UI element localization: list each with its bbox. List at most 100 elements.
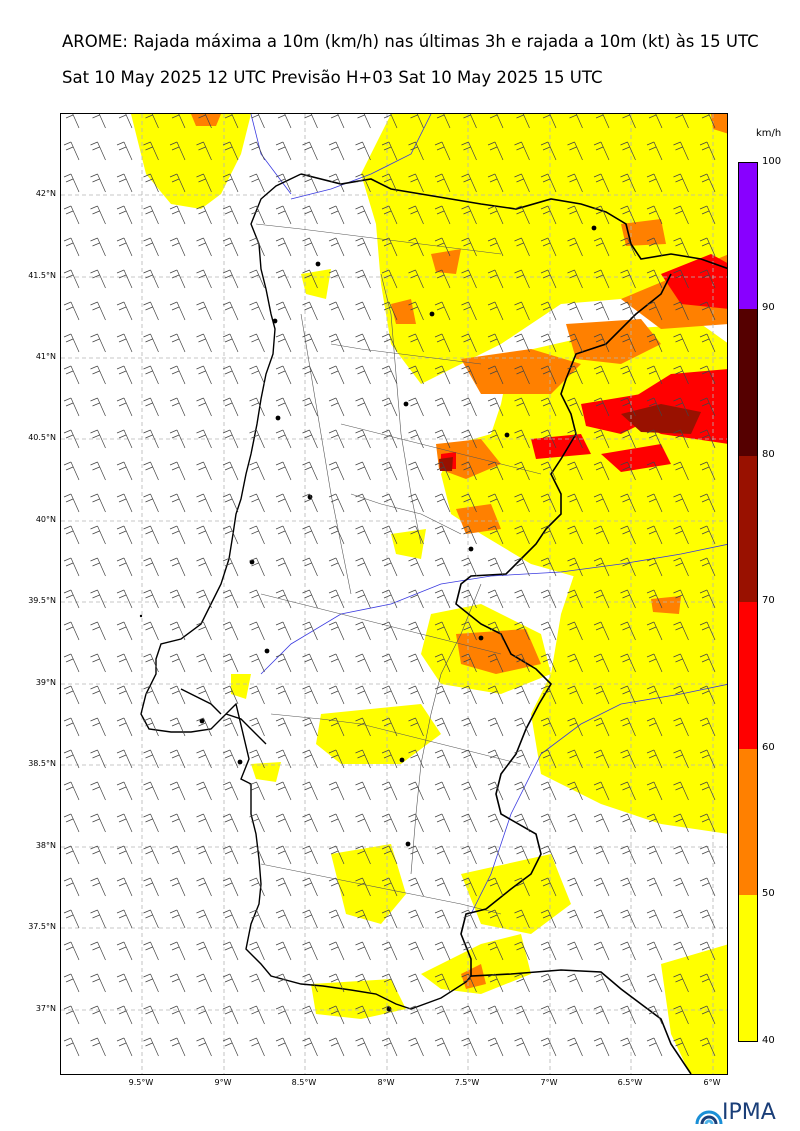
wind-barb xyxy=(116,845,133,865)
wind-barb xyxy=(143,365,159,385)
wind-barb xyxy=(355,781,371,801)
wind-barb xyxy=(514,813,530,833)
wind-barb xyxy=(514,1005,530,1025)
wind-barb xyxy=(593,461,610,481)
wind-barb xyxy=(567,237,583,257)
wind-barb xyxy=(646,941,663,961)
wind-barb xyxy=(63,621,80,641)
lat-label: 41.5°N xyxy=(28,271,56,280)
wind-barb xyxy=(673,173,689,193)
wind-barb xyxy=(275,717,292,737)
wind-barb xyxy=(196,589,212,609)
map-panel xyxy=(60,113,728,1075)
wind-barb xyxy=(410,114,424,129)
wind-barb xyxy=(593,397,610,417)
wind-barb xyxy=(540,909,557,929)
wind-barb xyxy=(487,301,504,321)
wind-barb xyxy=(355,653,371,673)
wind-barb xyxy=(275,237,292,257)
wind-barb xyxy=(593,941,610,961)
wind-barb xyxy=(169,205,186,225)
wind-barb xyxy=(461,653,477,673)
wind-barb xyxy=(222,493,239,513)
wind-barb xyxy=(355,237,371,257)
wind-barb xyxy=(116,589,133,609)
wind-barb xyxy=(196,365,212,385)
wind-barb xyxy=(487,173,504,193)
wind-barb xyxy=(275,525,292,545)
wind-barb xyxy=(116,941,133,961)
wind-barb xyxy=(620,685,636,705)
wind-barb xyxy=(408,397,424,417)
wind-barb xyxy=(434,813,451,833)
wind-barb xyxy=(434,173,451,193)
wind-barb xyxy=(514,717,530,737)
wind-barb xyxy=(355,141,371,161)
wind-barb xyxy=(646,269,663,289)
wind-barb xyxy=(646,1005,663,1025)
wind-barb xyxy=(540,365,557,385)
wind-barb xyxy=(434,621,451,641)
wind-barb xyxy=(540,397,557,417)
wind-barb xyxy=(673,909,689,929)
wind-barb xyxy=(514,429,530,449)
wind-barb xyxy=(593,749,610,769)
wind-barb xyxy=(275,749,292,769)
wind-barb xyxy=(328,589,345,609)
wind-barb xyxy=(487,461,504,481)
wind-barb xyxy=(461,589,477,609)
wind-barb xyxy=(222,941,239,961)
wind-barb xyxy=(461,461,477,481)
wind-barb xyxy=(143,333,159,353)
wind-barb xyxy=(567,589,583,609)
wind-barb xyxy=(381,589,398,609)
wind-barb xyxy=(169,269,186,289)
wind-barb xyxy=(90,653,106,673)
wind-barb xyxy=(116,365,133,385)
wind-barb xyxy=(646,685,663,705)
wind-barb xyxy=(540,1005,557,1025)
wind-barb xyxy=(673,781,689,801)
wind-barb xyxy=(540,205,557,225)
colorbar-tick: 40 xyxy=(762,1035,775,1046)
colorbar-unit: km/h xyxy=(756,128,782,139)
wind-barb xyxy=(143,1005,159,1025)
wind-barb xyxy=(355,717,371,737)
wind-barb xyxy=(275,333,292,353)
wind-barb xyxy=(302,813,318,833)
wind-barb xyxy=(275,813,292,833)
wind-barb xyxy=(355,365,371,385)
wind-barb xyxy=(463,114,477,129)
wind-barb xyxy=(275,909,292,929)
wind-barb xyxy=(434,141,451,161)
wind-barb xyxy=(567,365,583,385)
wind-barb xyxy=(408,589,424,609)
wind-barb xyxy=(169,717,186,737)
wind-barb xyxy=(461,237,477,257)
wind-barb xyxy=(567,653,583,673)
wind-barb xyxy=(302,365,318,385)
wind-barb xyxy=(302,1037,318,1057)
wind-barb xyxy=(514,173,530,193)
wind-barb xyxy=(116,813,133,833)
wind-barb xyxy=(196,877,212,897)
wind-barb xyxy=(143,685,159,705)
wind-barb xyxy=(169,813,186,833)
wind-barb xyxy=(249,493,265,513)
wind-barb xyxy=(249,685,265,705)
wind-barb xyxy=(355,685,371,705)
wind-barb xyxy=(620,973,636,993)
wind-barb xyxy=(646,845,663,865)
wind-barb xyxy=(673,493,689,513)
wind-barb xyxy=(63,781,80,801)
wind-barb xyxy=(461,717,477,737)
wind-barb xyxy=(249,1005,265,1025)
wind-barb xyxy=(593,141,610,161)
wind-barb xyxy=(408,269,424,289)
wind-barb xyxy=(355,493,371,513)
wind-barb xyxy=(169,781,186,801)
wind-barb xyxy=(143,781,159,801)
wind-barb xyxy=(222,173,239,193)
wind-barb xyxy=(90,589,106,609)
wind-barb xyxy=(143,269,159,289)
